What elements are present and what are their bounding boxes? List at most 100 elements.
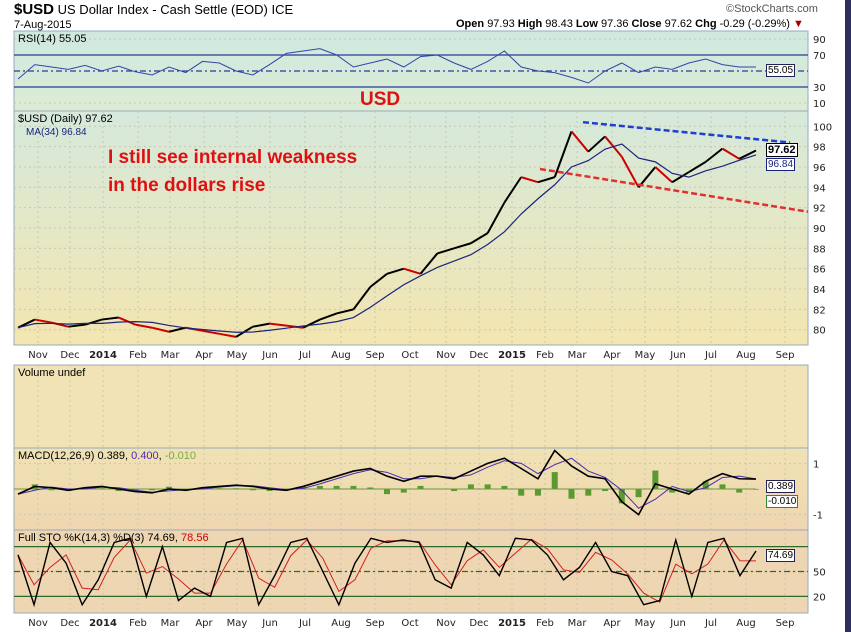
x-axis-label: Oct bbox=[401, 350, 418, 361]
macd-histogram-bar bbox=[384, 489, 390, 495]
macd-last-value: 0.389 bbox=[766, 480, 796, 493]
price-bar bbox=[68, 323, 86, 328]
y-axis-label: 70 bbox=[813, 51, 826, 62]
macd-histogram-bar bbox=[585, 489, 592, 496]
credit: ©StockCharts.com bbox=[726, 3, 818, 15]
y-axis-label: 30 bbox=[813, 83, 826, 94]
annotation-line1: I still see internal weakness bbox=[108, 147, 358, 168]
price-bar bbox=[503, 176, 523, 204]
price-bar bbox=[252, 322, 270, 328]
price-bar bbox=[336, 308, 354, 315]
price-bar bbox=[17, 318, 36, 329]
sto-d-line bbox=[17, 538, 757, 603]
x-axis-label: Aug bbox=[331, 618, 351, 629]
y-axis-label: 82 bbox=[813, 305, 826, 316]
price-bar bbox=[587, 135, 606, 153]
y-axis-label: 10 bbox=[813, 99, 826, 110]
resistance-trendline bbox=[582, 120, 791, 144]
price-bar bbox=[437, 247, 455, 255]
macd-histogram-bar bbox=[669, 489, 676, 493]
macd-histogram-bar bbox=[149, 489, 156, 491]
price-bar bbox=[269, 322, 287, 327]
price-bar bbox=[486, 202, 506, 234]
price-legend: $USD (Daily) 97.62 bbox=[18, 113, 113, 125]
price-bar bbox=[352, 286, 372, 310]
x-axis-label: 2015 bbox=[498, 350, 526, 361]
price-bar bbox=[620, 156, 640, 188]
macd-histogram-bar bbox=[417, 485, 424, 490]
macd-histogram-bar bbox=[165, 486, 172, 490]
rsi-last-value: 55.05 bbox=[766, 64, 796, 77]
price-bar bbox=[738, 149, 757, 160]
price-bar bbox=[34, 318, 52, 324]
y-axis-label: 80 bbox=[813, 326, 826, 337]
x-axis-label: Dec bbox=[469, 350, 488, 361]
x-axis-label: Feb bbox=[536, 618, 554, 629]
price-bar bbox=[403, 267, 421, 275]
macd-signal-line bbox=[17, 457, 757, 509]
x-axis-label: Apr bbox=[195, 350, 213, 361]
support-trendline bbox=[539, 167, 809, 213]
window-border bbox=[845, 0, 851, 632]
volume-panel bbox=[13, 364, 809, 449]
x-axis-label: Aug bbox=[736, 350, 756, 361]
macd-histogram-bar bbox=[518, 489, 525, 496]
x-axis-label: Feb bbox=[129, 350, 147, 361]
x-axis-label: Apr bbox=[603, 350, 621, 361]
y-axis-label: 92 bbox=[813, 204, 826, 215]
x-axis-label: Mar bbox=[161, 350, 181, 361]
price-bar bbox=[135, 323, 153, 329]
macd-histogram-bar bbox=[534, 489, 541, 496]
x-axis-label: Sep bbox=[776, 618, 795, 629]
price-bar bbox=[671, 171, 690, 184]
x-axis-label: Dec bbox=[469, 618, 488, 629]
price-bar bbox=[202, 329, 220, 335]
price-bar bbox=[369, 272, 388, 288]
ma-line bbox=[17, 143, 757, 333]
y-axis-label: 98 bbox=[813, 143, 826, 154]
x-axis-label: May bbox=[227, 350, 248, 361]
x-axis-label: Nov bbox=[28, 350, 48, 361]
macd-histogram-bar bbox=[451, 489, 458, 492]
sto-k-line bbox=[17, 537, 757, 608]
x-axis-label: 2014 bbox=[89, 350, 117, 361]
price-bar bbox=[470, 232, 489, 245]
macd-histogram-bar bbox=[551, 472, 558, 490]
x-axis-label: Jul bbox=[298, 350, 311, 361]
x-axis-label: Aug bbox=[331, 350, 351, 361]
rsi-legend: RSI(14) 55.05 bbox=[18, 33, 87, 45]
rsi-line bbox=[17, 48, 756, 84]
x-axis-label: Jun bbox=[261, 350, 278, 361]
x-axis-label: Nov bbox=[28, 618, 48, 629]
x-axis-label: Apr bbox=[603, 618, 621, 629]
macd-histogram-bar bbox=[484, 484, 491, 490]
price-bar bbox=[570, 130, 590, 153]
macd-histogram-bar bbox=[719, 484, 726, 490]
y-axis-label: 20 bbox=[813, 592, 826, 603]
price-bar bbox=[118, 316, 136, 326]
macd-histogram-bar bbox=[249, 489, 256, 491]
price-bar bbox=[319, 312, 338, 321]
x-axis-label: Sep bbox=[776, 350, 795, 361]
price-bar bbox=[537, 176, 556, 184]
macd-histogram-bar bbox=[400, 489, 407, 493]
x-axis-label: Mar bbox=[161, 618, 181, 629]
y-axis-label: 90 bbox=[813, 35, 826, 46]
chart-date: 7-Aug-2015 bbox=[14, 19, 72, 31]
macd-histogram-bar bbox=[467, 484, 474, 490]
y-axis-label: 86 bbox=[813, 265, 826, 276]
x-axis-label: Oct bbox=[401, 618, 418, 629]
macd-histogram-bar bbox=[501, 485, 508, 490]
y-axis-label: 1 bbox=[813, 459, 819, 470]
x-axis-label: Jun bbox=[669, 618, 686, 629]
annotation-title: USD bbox=[360, 89, 401, 110]
x-axis-label: Feb bbox=[536, 350, 554, 361]
price-bar bbox=[419, 252, 439, 275]
x-axis-label: Mar bbox=[568, 350, 588, 361]
macd-histogram-bar bbox=[618, 489, 625, 504]
price-bar bbox=[168, 326, 186, 333]
macd-legend: MACD(12,26,9) 0.389, 0.400, -0.010 bbox=[18, 450, 196, 462]
y-axis-label: 96 bbox=[813, 163, 826, 174]
